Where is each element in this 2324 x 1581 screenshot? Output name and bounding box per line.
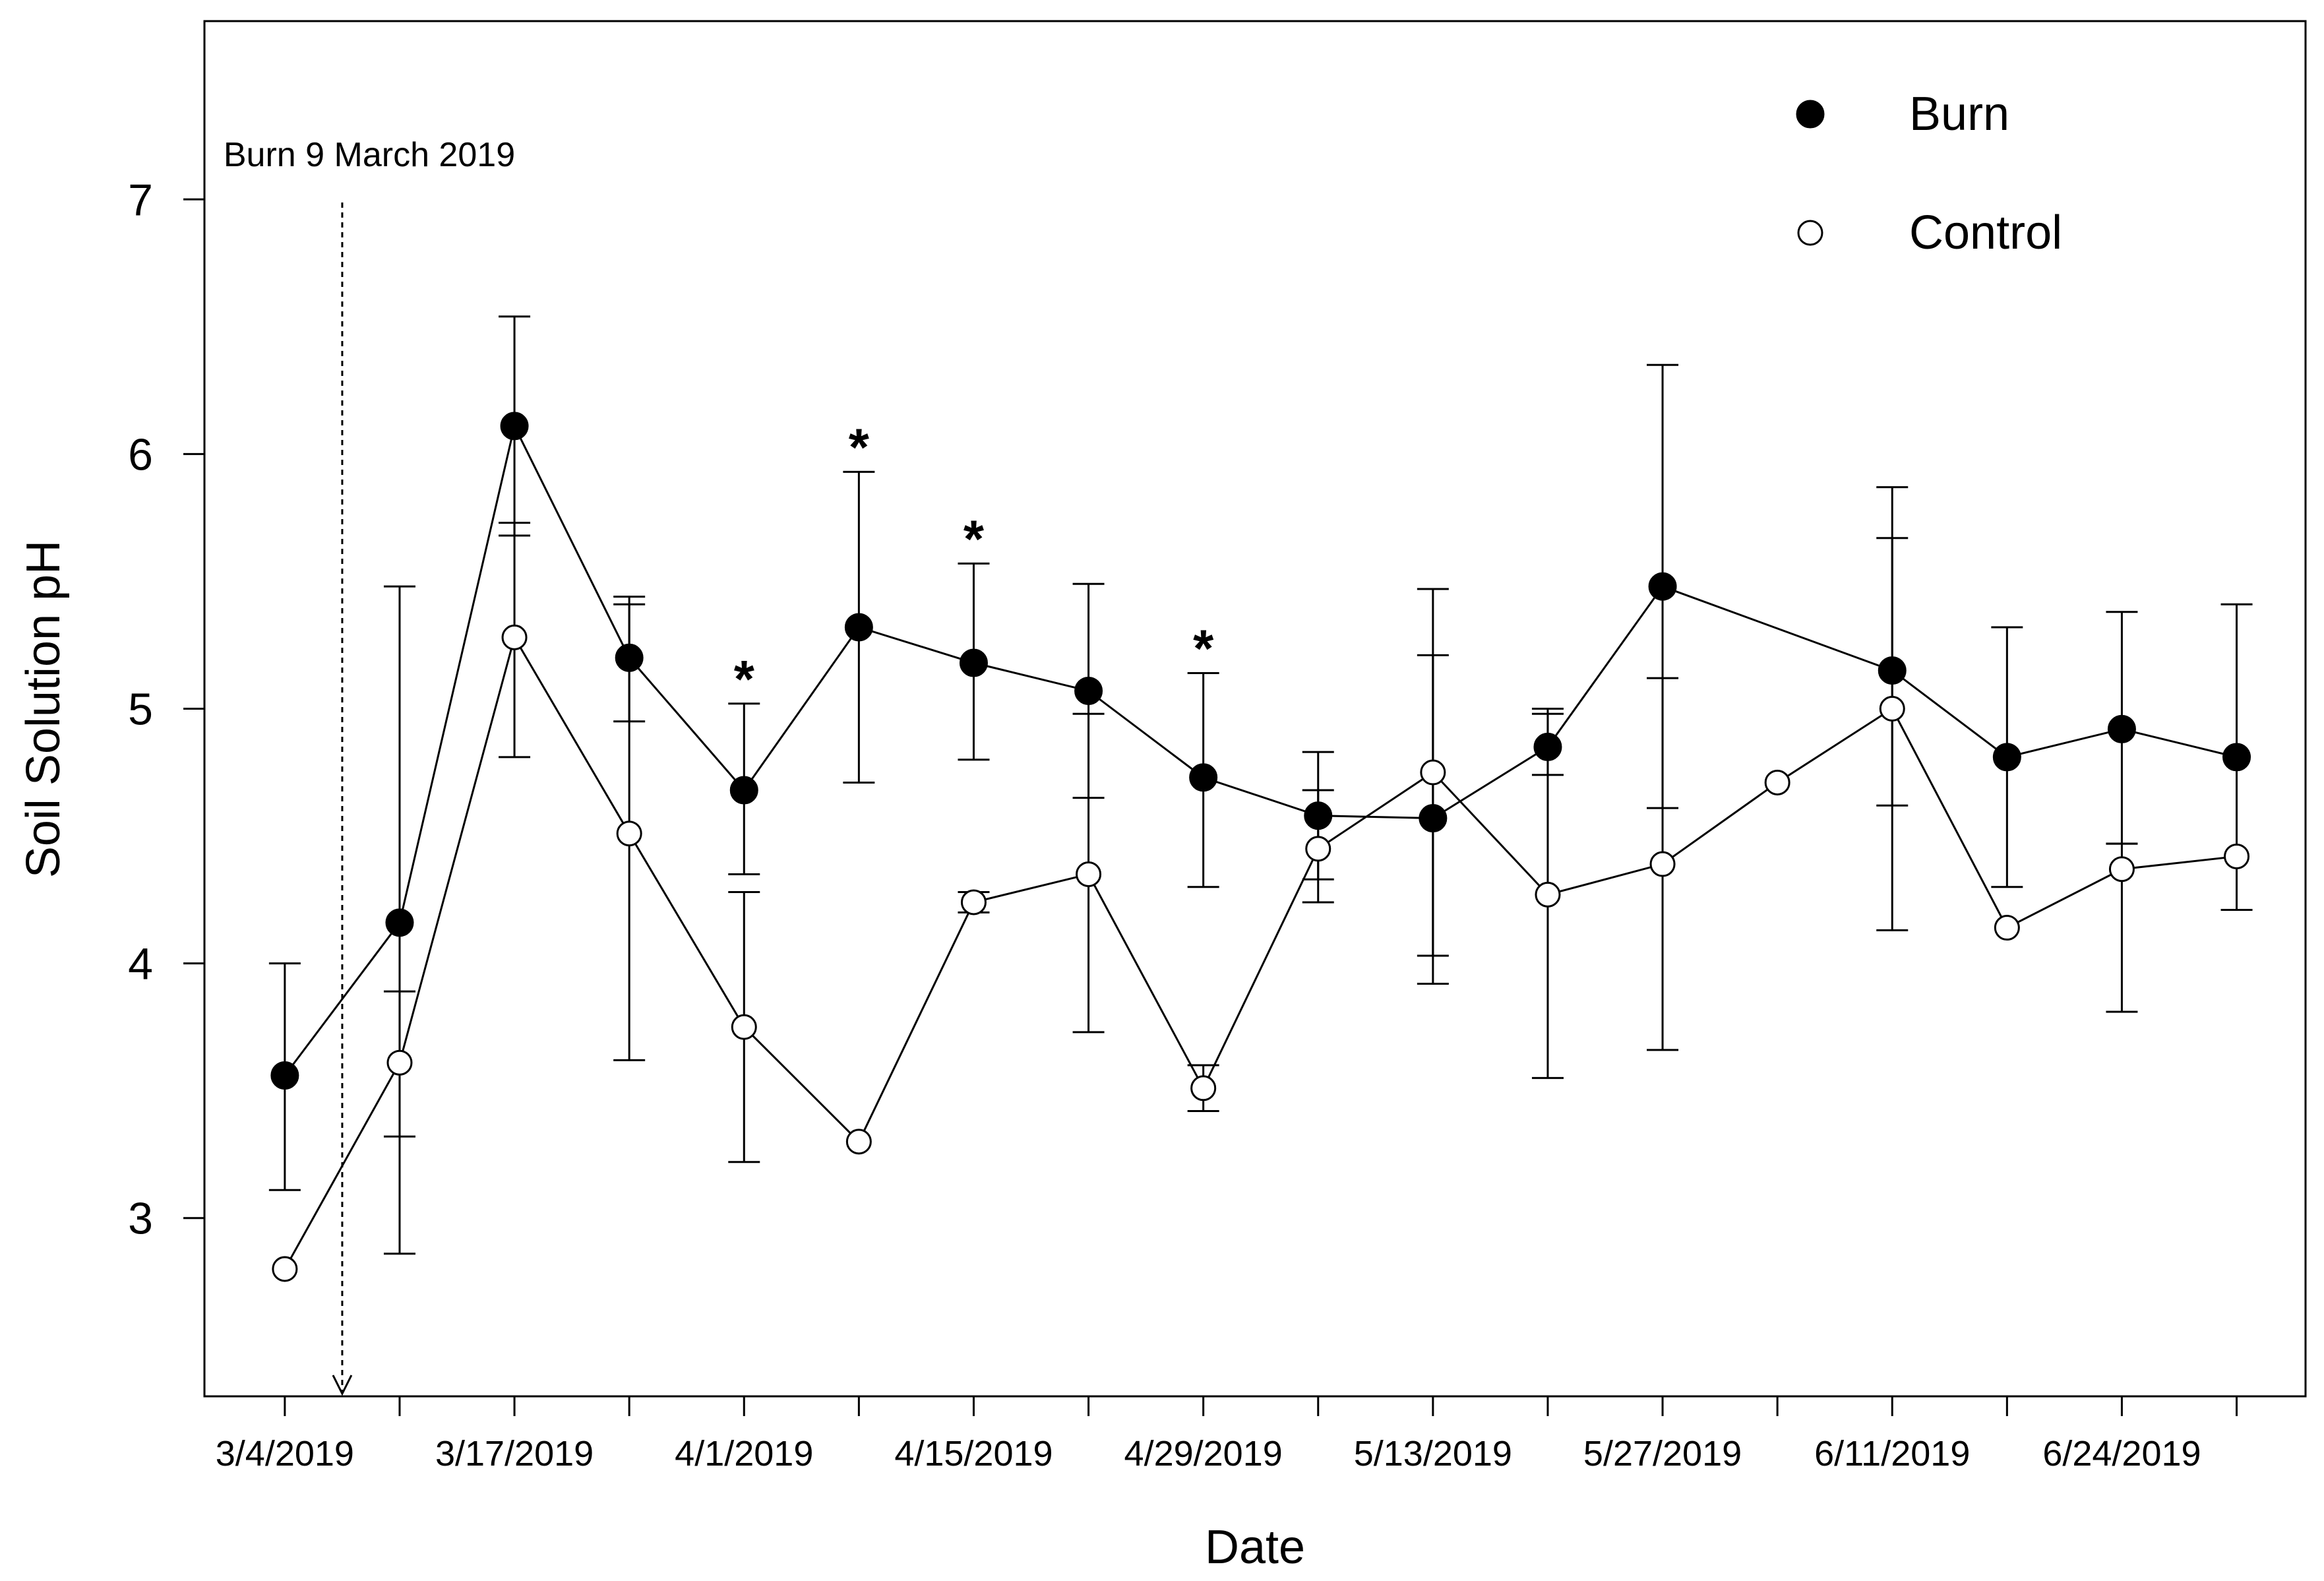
data-point-control xyxy=(1994,915,2020,941)
data-point-control xyxy=(616,821,642,847)
burn-date-annotation: Burn 9 March 2019 xyxy=(224,136,515,1396)
data-point-control xyxy=(1305,836,1331,862)
data-point-control xyxy=(386,1049,413,1076)
series-control xyxy=(272,522,2250,1282)
data-point-burn xyxy=(729,776,758,805)
data-point-burn xyxy=(1074,676,1103,705)
y-tick-label: 5 xyxy=(128,685,153,735)
data-point-control xyxy=(1649,851,1676,877)
data-point-control xyxy=(2108,856,2135,883)
data-point-burn xyxy=(1992,743,2021,772)
legend-burn-label: Burn xyxy=(1909,88,2009,140)
x-tick-label: 5/13/2019 xyxy=(1354,1434,1512,1473)
data-point-control xyxy=(2224,843,2250,869)
data-point-burn xyxy=(500,412,529,441)
data-point-control xyxy=(1190,1075,1217,1101)
x-tick-label: 3/4/2019 xyxy=(216,1434,354,1473)
data-point-control xyxy=(845,1129,872,1155)
significance-marks: * * * * xyxy=(734,418,1214,708)
y-tick-label: 4 xyxy=(128,939,153,989)
data-point-burn xyxy=(270,1061,299,1090)
significance-asterisk: * xyxy=(849,418,870,476)
legend-burn-marker xyxy=(1796,100,1825,129)
significance-asterisk: * xyxy=(963,509,985,568)
burn-date-annotation-label: Burn 9 March 2019 xyxy=(224,136,515,174)
x-tick-label: 6/24/2019 xyxy=(2042,1434,2201,1473)
data-point-control xyxy=(1879,696,1905,722)
x-axis: 3/4/2019 3/17/2019 4/1/2019 4/15/2019 4/29/2… xyxy=(216,1396,2238,1473)
y-axis: 3 4 5 6 7 xyxy=(128,175,204,1244)
data-point-control xyxy=(501,624,528,650)
y-tick-label: 3 xyxy=(128,1194,153,1244)
data-point-control xyxy=(1420,759,1446,786)
significance-asterisk: * xyxy=(734,650,755,708)
series-layer xyxy=(268,315,2253,1282)
data-point-control xyxy=(1535,881,1561,908)
series-line-burn xyxy=(284,423,2237,1076)
data-point-burn xyxy=(385,908,414,937)
data-point-burn xyxy=(844,613,873,642)
x-tick-label: 5/27/2019 xyxy=(1583,1434,1742,1473)
x-tick-label: 6/11/2019 xyxy=(1814,1434,1970,1473)
series-line-control xyxy=(284,635,2237,1270)
x-tick-label: 4/15/2019 xyxy=(894,1434,1053,1473)
x-tick-label: 4/1/2019 xyxy=(675,1434,813,1473)
significance-asterisk: * xyxy=(1193,619,1214,677)
x-tick-label: 4/29/2019 xyxy=(1124,1434,1283,1473)
data-point-control xyxy=(731,1014,757,1040)
y-tick-label: 7 xyxy=(128,175,153,225)
data-point-burn xyxy=(2222,743,2251,772)
series-burn xyxy=(268,315,2253,1255)
data-point-burn xyxy=(2107,714,2136,743)
x-tick-label: 3/17/2019 xyxy=(435,1434,594,1473)
burn-date-arrowhead xyxy=(332,1375,353,1396)
x-axis-label: Date xyxy=(1205,1521,1305,1574)
y-axis-label: Soil Solution pH xyxy=(17,540,70,878)
data-point-control xyxy=(272,1256,298,1282)
data-point-burn xyxy=(1648,572,1677,601)
data-point-control xyxy=(1764,769,1790,795)
legend: Burn Control xyxy=(1796,88,2062,259)
legend-control-marker xyxy=(1797,220,1823,246)
data-point-control xyxy=(1076,861,1102,887)
y-tick-label: 6 xyxy=(128,429,153,480)
legend-control-label: Control xyxy=(1909,206,2062,259)
data-point-burn xyxy=(959,648,988,677)
data-point-control xyxy=(960,889,987,915)
data-point-burn xyxy=(1189,763,1218,792)
